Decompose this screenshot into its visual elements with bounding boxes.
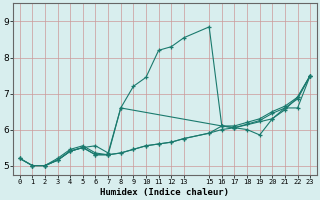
X-axis label: Humidex (Indice chaleur): Humidex (Indice chaleur) — [100, 188, 229, 197]
